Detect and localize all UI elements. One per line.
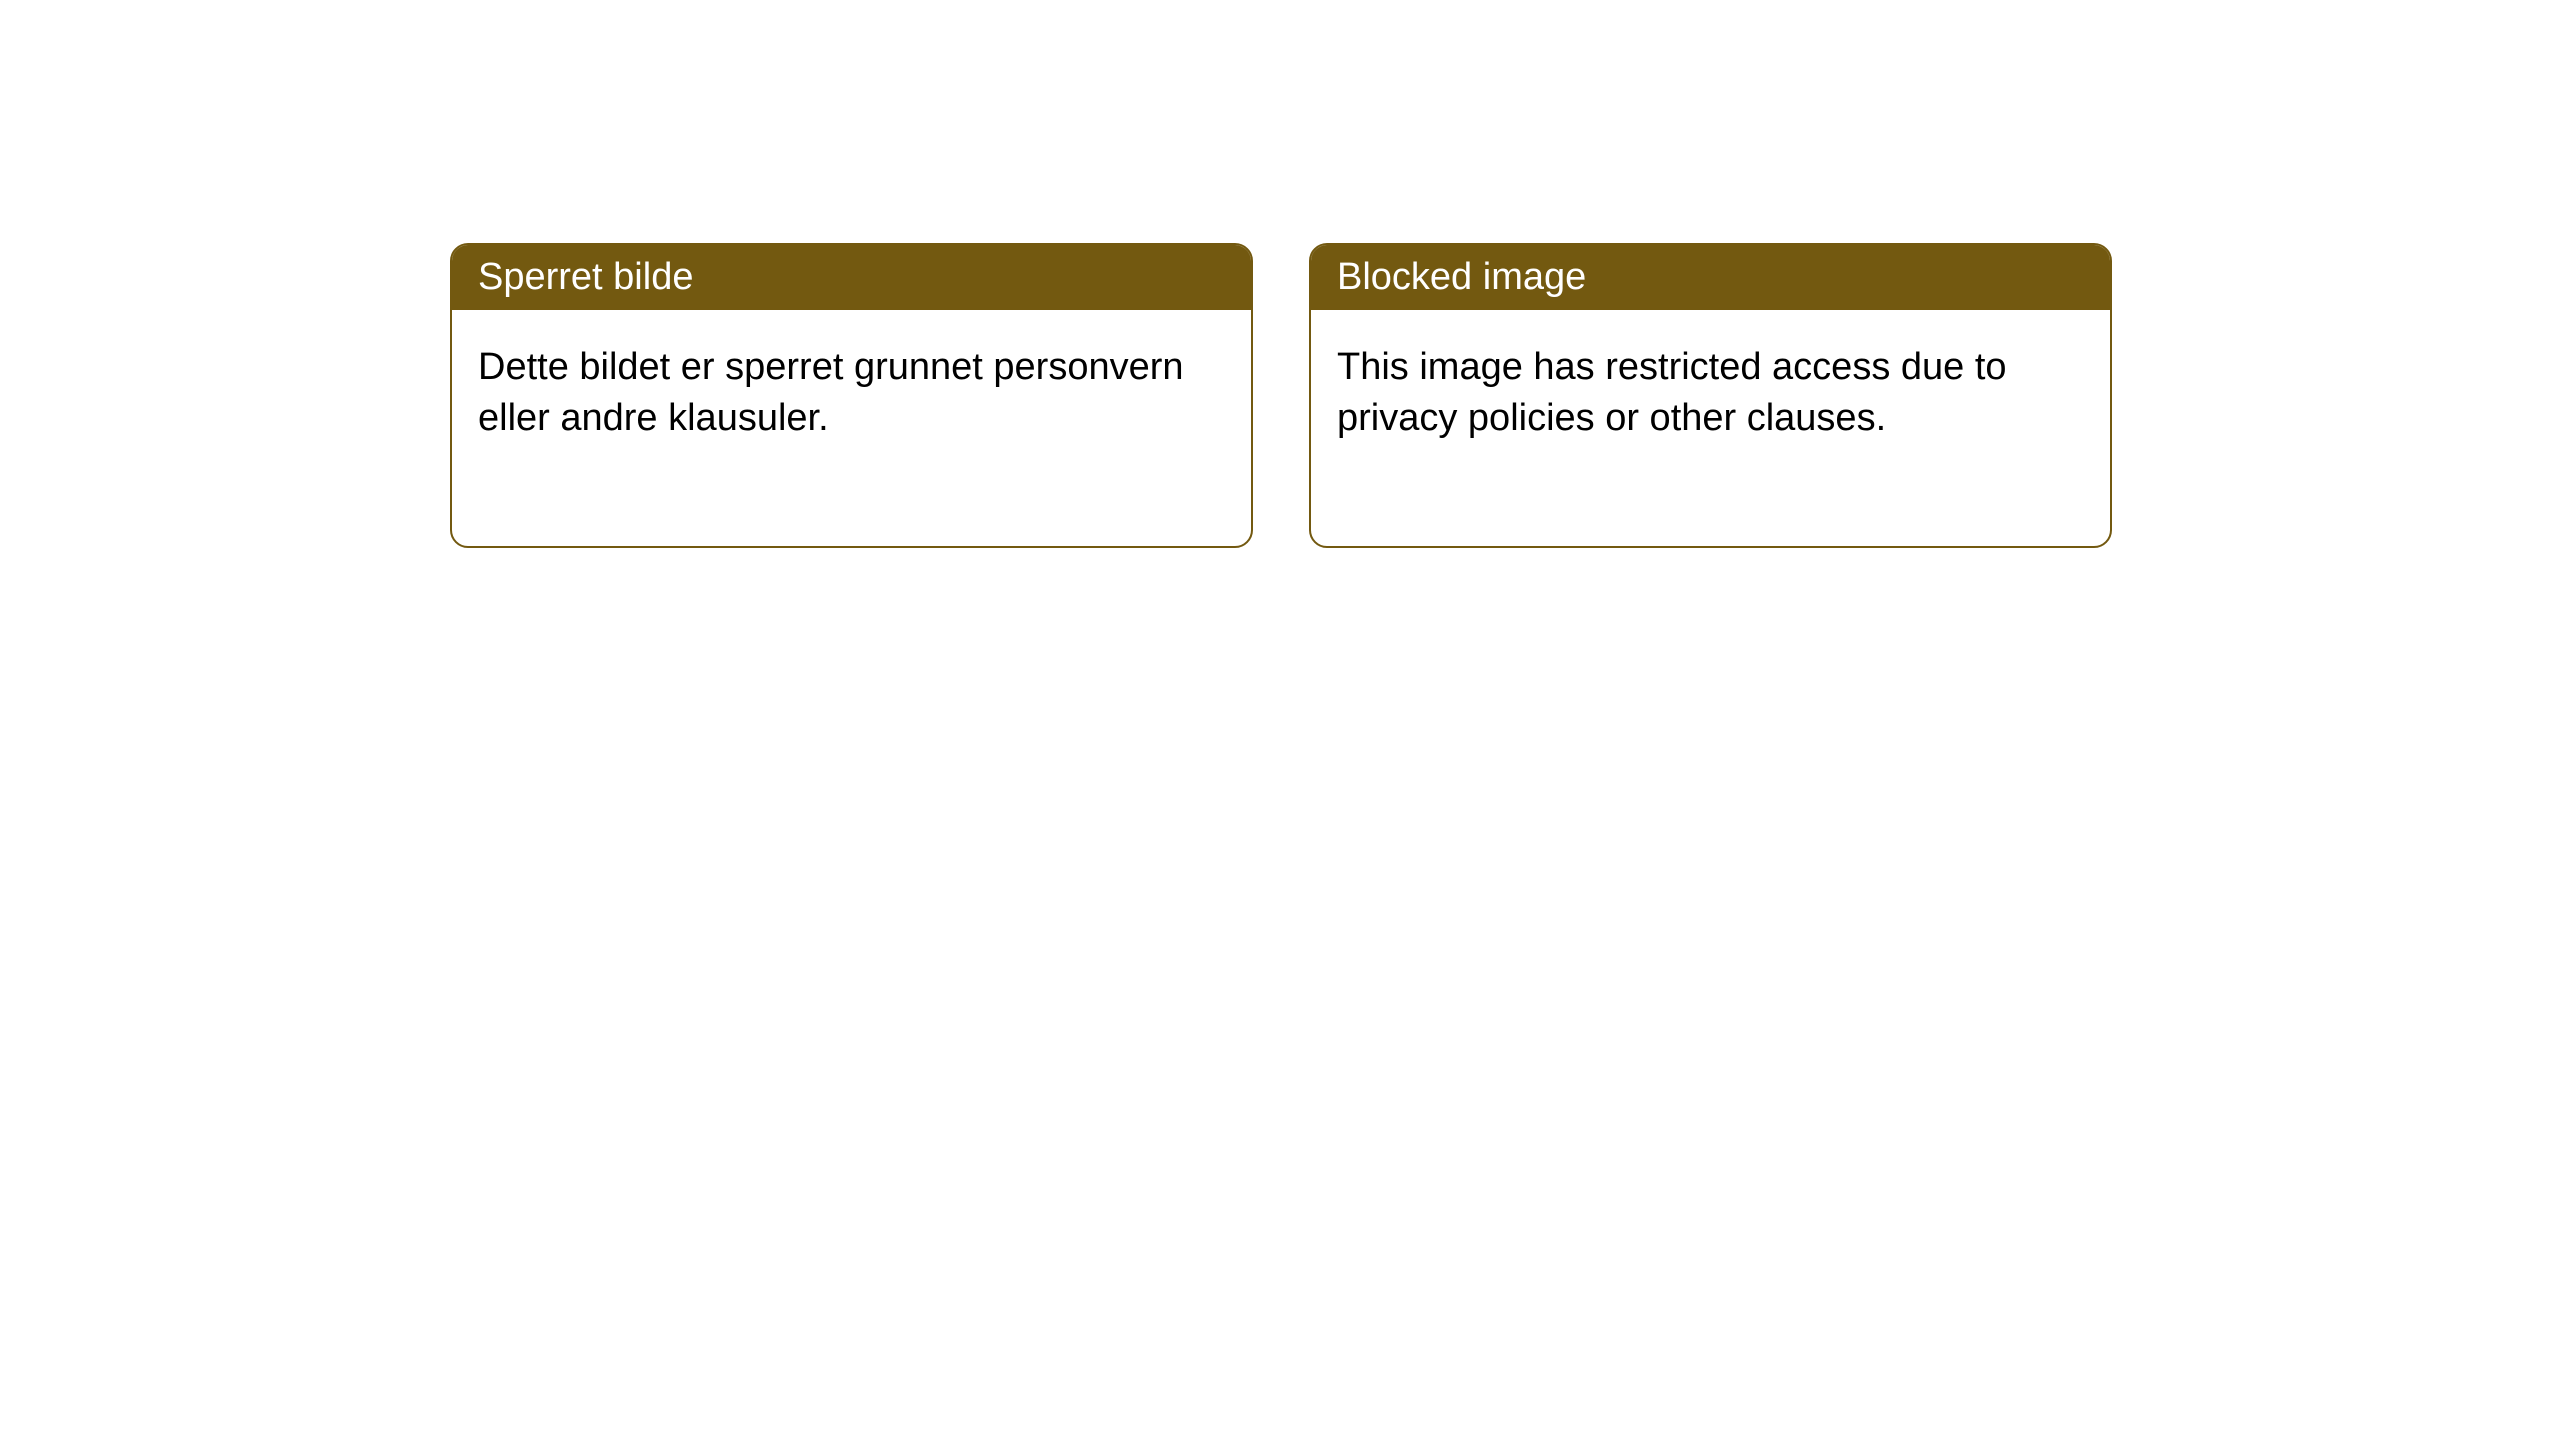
notice-title: Blocked image: [1337, 256, 1586, 298]
notice-card-english: Blocked image This image has restricted …: [1309, 243, 2112, 548]
notice-header: Sperret bilde: [452, 245, 1251, 310]
notice-body: Dette bildet er sperret grunnet personve…: [452, 310, 1251, 546]
notice-container: Sperret bilde Dette bildet er sperret gr…: [450, 243, 2112, 548]
notice-message: Dette bildet er sperret grunnet personve…: [478, 346, 1184, 439]
notice-message: This image has restricted access due to …: [1337, 346, 2007, 439]
notice-header: Blocked image: [1311, 245, 2110, 310]
notice-body: This image has restricted access due to …: [1311, 310, 2110, 546]
notice-title: Sperret bilde: [478, 256, 693, 298]
notice-card-norwegian: Sperret bilde Dette bildet er sperret gr…: [450, 243, 1253, 548]
